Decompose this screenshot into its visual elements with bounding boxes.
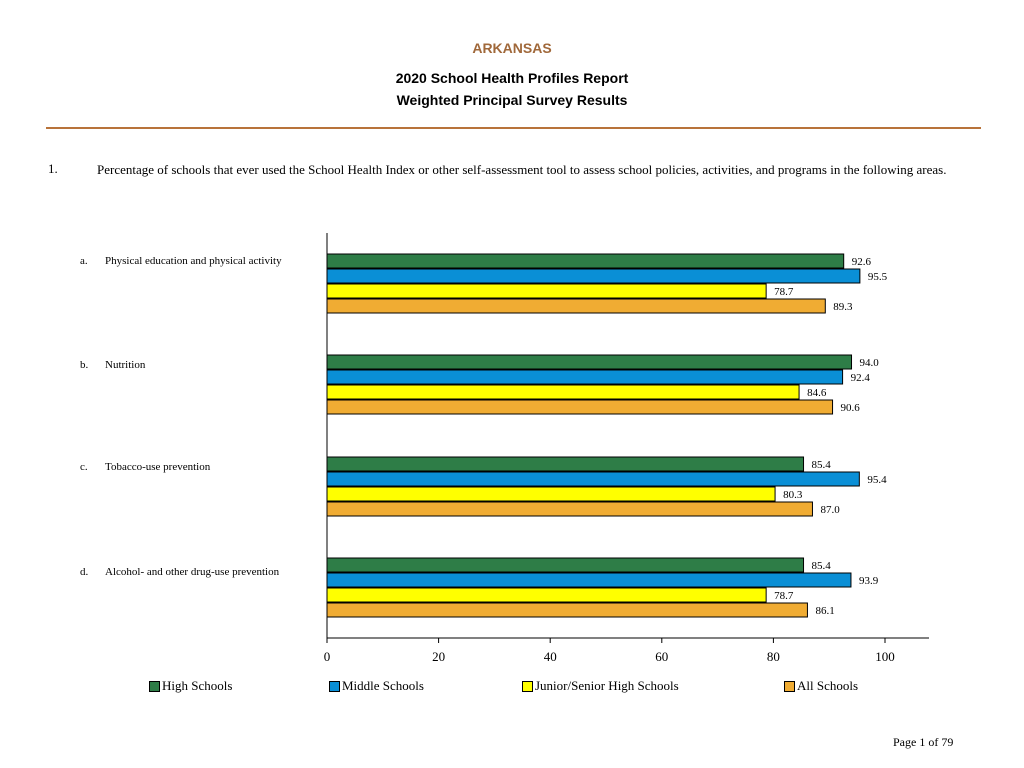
legend-swatch bbox=[522, 680, 533, 692]
category-label: Tobacco-use prevention bbox=[105, 461, 211, 473]
data-label: 86.1 bbox=[815, 605, 834, 617]
data-label: 89.3 bbox=[833, 301, 853, 313]
bar bbox=[326, 354, 853, 370]
legend-label: All Schools bbox=[797, 678, 859, 693]
data-label: 95.5 bbox=[868, 271, 888, 283]
category-label: Nutrition bbox=[105, 359, 146, 371]
bar bbox=[326, 456, 805, 472]
bar bbox=[326, 298, 826, 314]
data-label: 80.3 bbox=[783, 489, 803, 501]
category-label: Physical education and physical activity bbox=[105, 255, 282, 267]
data-label: 78.7 bbox=[774, 590, 794, 602]
legend-item-junior-senior-high-schools: Junior/Senior High Schools bbox=[522, 678, 679, 694]
bar bbox=[326, 253, 845, 269]
bar bbox=[326, 399, 834, 415]
category-letter: c. bbox=[80, 461, 88, 473]
data-label: 95.4 bbox=[867, 474, 887, 486]
data-label: 78.7 bbox=[774, 286, 794, 298]
legend-swatch bbox=[784, 680, 795, 692]
bar bbox=[326, 587, 767, 603]
data-label: 85.4 bbox=[812, 560, 832, 572]
bar bbox=[326, 557, 805, 573]
bar bbox=[326, 501, 813, 517]
legend-item-high-schools: High Schools bbox=[149, 678, 232, 694]
data-label: 87.0 bbox=[820, 504, 840, 516]
category-letter: d. bbox=[80, 566, 89, 578]
x-tick-label: 0 bbox=[324, 649, 331, 664]
question-number: 1. bbox=[48, 161, 58, 176]
data-label: 94.0 bbox=[860, 357, 880, 369]
legend-label: Junior/Senior High Schools bbox=[535, 678, 679, 693]
x-tick-label: 100 bbox=[875, 649, 895, 664]
data-label: 93.9 bbox=[859, 575, 879, 587]
bar bbox=[326, 471, 860, 487]
x-tick-label: 80 bbox=[767, 649, 780, 664]
bar bbox=[326, 268, 861, 284]
header-divider bbox=[46, 127, 981, 129]
legend-swatch bbox=[329, 680, 340, 692]
x-tick-label: 40 bbox=[544, 649, 557, 664]
bar bbox=[326, 486, 776, 502]
category-label: Alcohol- and other drug-use prevention bbox=[105, 566, 280, 578]
state-name: ARKANSAS bbox=[472, 40, 552, 56]
bar bbox=[326, 283, 767, 299]
page-number: Page 1 of 79 bbox=[893, 735, 954, 749]
bar bbox=[326, 572, 852, 588]
legend-item-all-schools: All Schools bbox=[784, 678, 858, 694]
bar-chart: 92.6 95.5 78.7 89.3 94.0 92.4 84.6 90.6 85.4 95.4… bbox=[324, 233, 929, 664]
legend-swatch bbox=[149, 680, 160, 692]
data-label: 84.6 bbox=[807, 387, 827, 399]
legend-item-middle-schools: Middle Schools bbox=[329, 678, 424, 694]
legend-label: High Schools bbox=[162, 678, 233, 693]
bar bbox=[326, 602, 808, 618]
category-letter: b. bbox=[80, 359, 89, 371]
question-text: Percentage of schools that ever used the… bbox=[97, 162, 947, 177]
legend-label: Middle Schools bbox=[342, 678, 424, 693]
data-label: 90.6 bbox=[841, 402, 861, 414]
bar bbox=[326, 384, 800, 400]
x-tick-label: 60 bbox=[655, 649, 668, 664]
data-label: 92.6 bbox=[852, 256, 872, 268]
data-label: 85.4 bbox=[812, 459, 832, 471]
x-tick-label: 20 bbox=[432, 649, 445, 664]
bar bbox=[326, 369, 844, 385]
report-title: 2020 School Health Profiles Report bbox=[395, 70, 629, 86]
category-letter: a. bbox=[80, 255, 88, 267]
data-label: 92.4 bbox=[851, 372, 871, 384]
report-subtitle: Weighted Principal Survey Results bbox=[396, 92, 628, 108]
